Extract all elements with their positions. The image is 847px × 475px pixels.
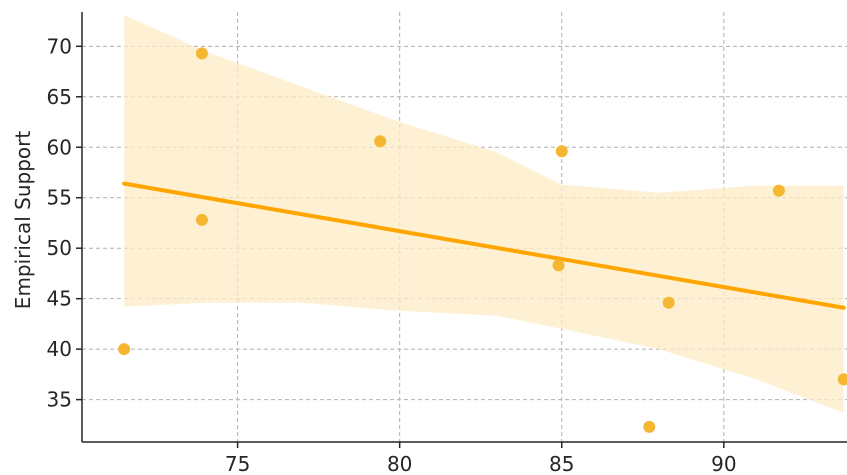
data-point	[374, 135, 387, 148]
data-point	[837, 373, 847, 386]
regression-line	[122, 181, 846, 310]
x-tick-label: 90	[711, 452, 736, 475]
data-point	[643, 420, 656, 433]
x-tick-label: 85	[549, 452, 574, 475]
data-point	[552, 259, 565, 272]
data-point	[195, 213, 208, 226]
y-axis-label: Empirical Support	[11, 131, 35, 310]
data-point	[195, 47, 208, 60]
y-tick-label: 40	[47, 337, 72, 361]
data-point	[662, 296, 675, 309]
y-tick-label: 50	[47, 236, 72, 260]
data-point	[772, 184, 785, 197]
data-point	[118, 343, 131, 356]
x-tick-label: 80	[387, 452, 412, 475]
y-tick-label: 55	[47, 186, 72, 210]
x-tick-label: 75	[225, 452, 250, 475]
y-tick-label: 70	[47, 34, 72, 58]
y-tick-label: 65	[47, 85, 72, 109]
confidence-band	[124, 15, 844, 413]
axes: 75 80 85 90 35 40 45 50 55 60 65 70	[47, 12, 847, 475]
y-tick-label: 60	[47, 135, 72, 159]
data-point	[555, 145, 568, 158]
y-tick-label: 35	[47, 388, 72, 412]
regression-line-path	[122, 181, 846, 310]
y-tick-label: 45	[47, 287, 72, 311]
data-points	[118, 47, 847, 433]
confidence-band-area	[124, 15, 844, 413]
